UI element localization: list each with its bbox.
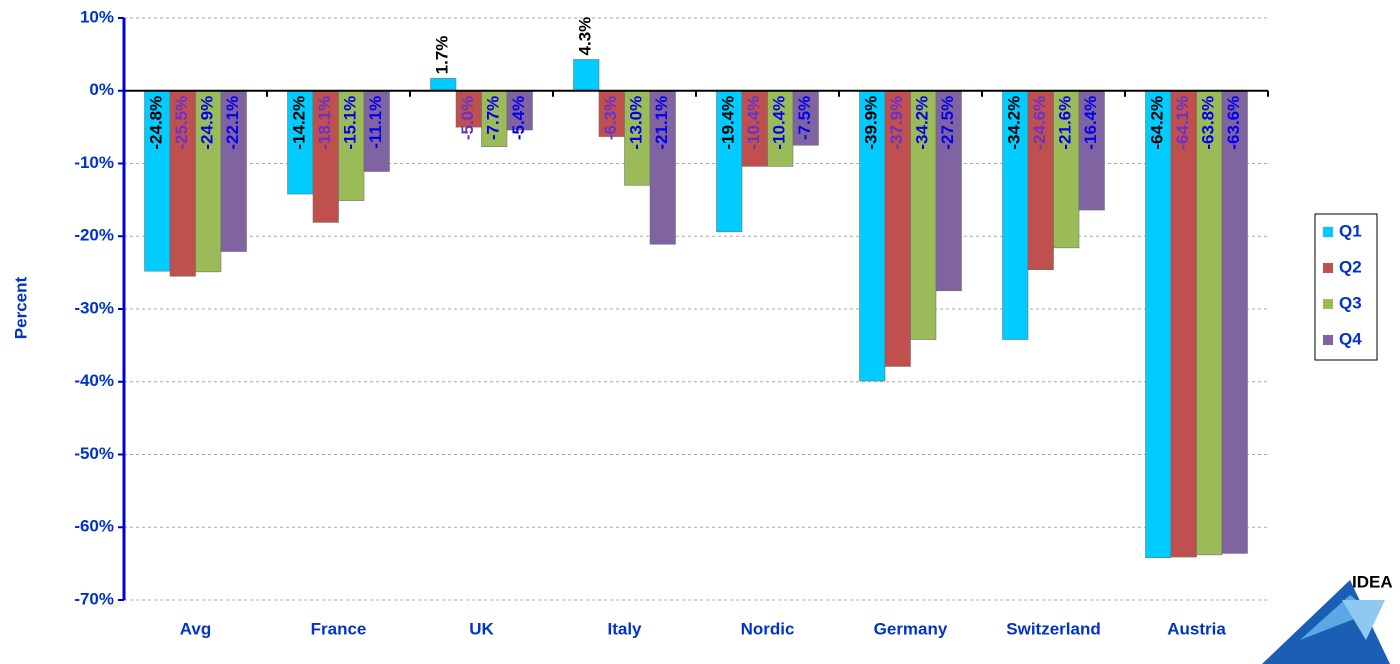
- data-label: -5.0%: [458, 96, 477, 140]
- bar: [1053, 90, 1080, 249]
- legend-swatch: [1323, 335, 1333, 345]
- data-label: -27.5%: [938, 96, 957, 150]
- x-tick-label: Austria: [1167, 619, 1226, 638]
- legend-swatch: [1323, 299, 1333, 309]
- data-label: -64.1%: [1173, 96, 1192, 150]
- data-label: 4.3%: [576, 17, 595, 56]
- legend-label: Q4: [1339, 329, 1362, 348]
- data-label: -21.1%: [652, 96, 671, 150]
- bar: [363, 90, 390, 172]
- legend-label: Q3: [1339, 293, 1362, 312]
- y-tick-label: -50%: [74, 444, 114, 463]
- logo: IDEA: [1262, 572, 1393, 664]
- legend-label: Q1: [1339, 221, 1362, 240]
- y-tick-label: -20%: [74, 226, 114, 245]
- y-tick-label: -10%: [74, 153, 114, 172]
- x-tick-label: Nordic: [741, 619, 795, 638]
- bar: [481, 90, 508, 148]
- x-tick-label: Switzerland: [1006, 619, 1100, 638]
- legend: Q1 Q2 Q3 Q4: [1314, 213, 1378, 361]
- bar: [624, 90, 651, 186]
- bar: [741, 90, 768, 167]
- legend-swatch: [1323, 227, 1333, 237]
- bar: [1002, 90, 1029, 340]
- data-label: -10.4%: [770, 96, 789, 150]
- bar: [649, 90, 676, 245]
- x-tick-label: Germany: [874, 619, 948, 638]
- bar: [910, 90, 937, 340]
- y-tick-label: 0%: [89, 80, 114, 99]
- bar: [884, 90, 911, 367]
- bar: [935, 90, 962, 292]
- x-tick-label: France: [311, 619, 367, 638]
- data-label: -34.2%: [913, 96, 932, 150]
- data-label: -24.6%: [1030, 96, 1049, 150]
- data-label: -7.7%: [484, 96, 503, 140]
- logo-shape: [1342, 600, 1385, 640]
- data-label: -63.8%: [1199, 96, 1218, 150]
- x-tick-label: Italy: [607, 619, 642, 638]
- data-label: -34.2%: [1005, 96, 1024, 150]
- data-label: -15.1%: [341, 96, 360, 150]
- legend-label: Q2: [1339, 257, 1362, 276]
- y-tick-label: -40%: [74, 371, 114, 390]
- data-label: -24.9%: [198, 96, 217, 150]
- y-axis-label: Percent: [11, 276, 30, 339]
- data-label: -21.6%: [1056, 96, 1075, 150]
- bar: [455, 90, 482, 128]
- data-label: -24.8%: [147, 96, 166, 150]
- data-label: -14.2%: [290, 96, 309, 150]
- bar: [506, 90, 533, 131]
- data-label: -37.9%: [887, 96, 906, 150]
- data-label: -18.1%: [315, 96, 334, 150]
- data-label: -5.4%: [509, 96, 528, 140]
- data-label: -22.1%: [223, 96, 242, 150]
- data-label: -7.5%: [795, 96, 814, 140]
- data-label: 1.7%: [433, 36, 452, 75]
- y-tick-label: 10%: [80, 7, 114, 26]
- data-label: -16.4%: [1081, 96, 1100, 150]
- bar: [287, 90, 314, 195]
- data-label: -10.4%: [744, 96, 763, 150]
- bar: [1221, 90, 1248, 554]
- data-label: -6.3%: [601, 96, 620, 140]
- bar: [312, 90, 339, 223]
- bar: [1027, 90, 1054, 270]
- y-tick-label: -60%: [74, 517, 114, 536]
- data-label: -25.5%: [172, 96, 191, 150]
- bar: [792, 90, 819, 146]
- data-label: -39.9%: [862, 96, 881, 150]
- data-label: -13.0%: [627, 96, 646, 150]
- bar: [220, 90, 247, 252]
- data-label: -63.6%: [1224, 96, 1243, 150]
- data-label: -19.4%: [719, 96, 738, 150]
- bar: [598, 90, 625, 137]
- bar: [1078, 90, 1105, 211]
- bar: [573, 59, 600, 91]
- data-label: -64.2%: [1148, 96, 1167, 150]
- bar: [144, 90, 171, 272]
- x-tick-label: UK: [469, 619, 494, 638]
- y-tick-label: -30%: [74, 298, 114, 317]
- bar: [716, 90, 743, 233]
- bar: [1170, 90, 1197, 558]
- data-label: -11.1%: [366, 96, 385, 149]
- bar: [430, 78, 457, 91]
- legend-swatch: [1323, 263, 1333, 273]
- logo-text: IDEA: [1352, 572, 1393, 591]
- y-tick-label: -70%: [74, 589, 114, 608]
- bar: [1196, 90, 1223, 556]
- bar: [1145, 90, 1172, 559]
- x-tick-label: Avg: [180, 619, 212, 638]
